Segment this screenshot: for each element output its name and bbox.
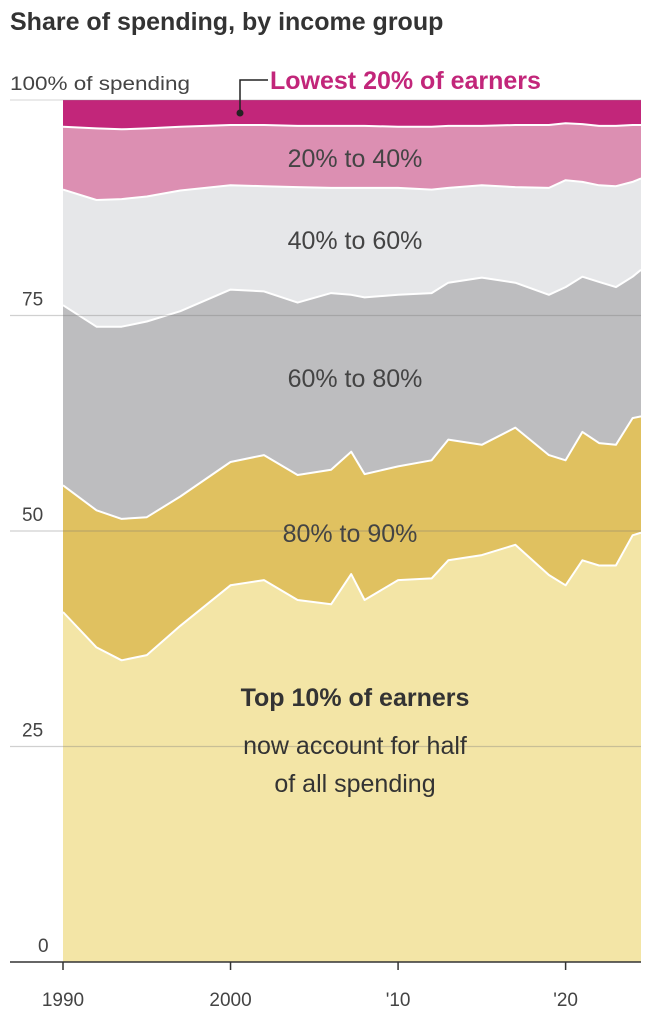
series-boundary-line [62, 269, 642, 328]
x-tick-label: 2000 [209, 990, 251, 1011]
series-label-60-80: 60% to 80% [288, 365, 423, 393]
area-20-to-40- [63, 123, 641, 200]
chart-title: Share of spending, by income group [10, 8, 443, 36]
legend-leader-dot [236, 109, 244, 117]
annotation-line-1: Top 10% of earners [241, 684, 470, 712]
x-axis: 1990 2000 '10 '20 [10, 961, 641, 1011]
area-top-10-of-earners [63, 532, 641, 962]
area-40-to-60- [63, 178, 641, 327]
series-boundary-line [62, 415, 642, 520]
y-tick-label: 50 [22, 505, 43, 526]
y-tick-label: 25 [22, 721, 43, 742]
series-boundary-line [62, 122, 641, 131]
y-tick-label: 0 [38, 936, 49, 957]
annotation-line-3: of all spending [274, 770, 435, 798]
area-80-to-90- [63, 416, 641, 661]
series-label-lowest-20: Lowest 20% of earners [270, 67, 541, 95]
area-lowest-20-of-earners [63, 100, 641, 130]
areas [62, 100, 642, 962]
series-label-40-60: 40% to 60% [288, 227, 423, 255]
annotation-line-2: now account for half [243, 732, 467, 760]
area-60-to-80- [63, 269, 641, 519]
series-label-20-40: 20% to 40% [288, 145, 423, 173]
x-tick-label: '10 [386, 990, 411, 1011]
y-axis-label: 100% of spending [10, 74, 190, 95]
x-tick-label: '20 [553, 990, 578, 1011]
series-boundary-line [62, 177, 642, 201]
y-axis: 0 25 50 75 [22, 290, 49, 958]
x-tick-label: 1990 [42, 990, 84, 1011]
y-tick-label: 75 [22, 290, 43, 311]
legend-leader-line [239, 79, 268, 112]
series-boundary-line [62, 531, 642, 662]
series-label-80-90: 80% to 90% [283, 520, 418, 548]
gridlines [10, 99, 641, 748]
